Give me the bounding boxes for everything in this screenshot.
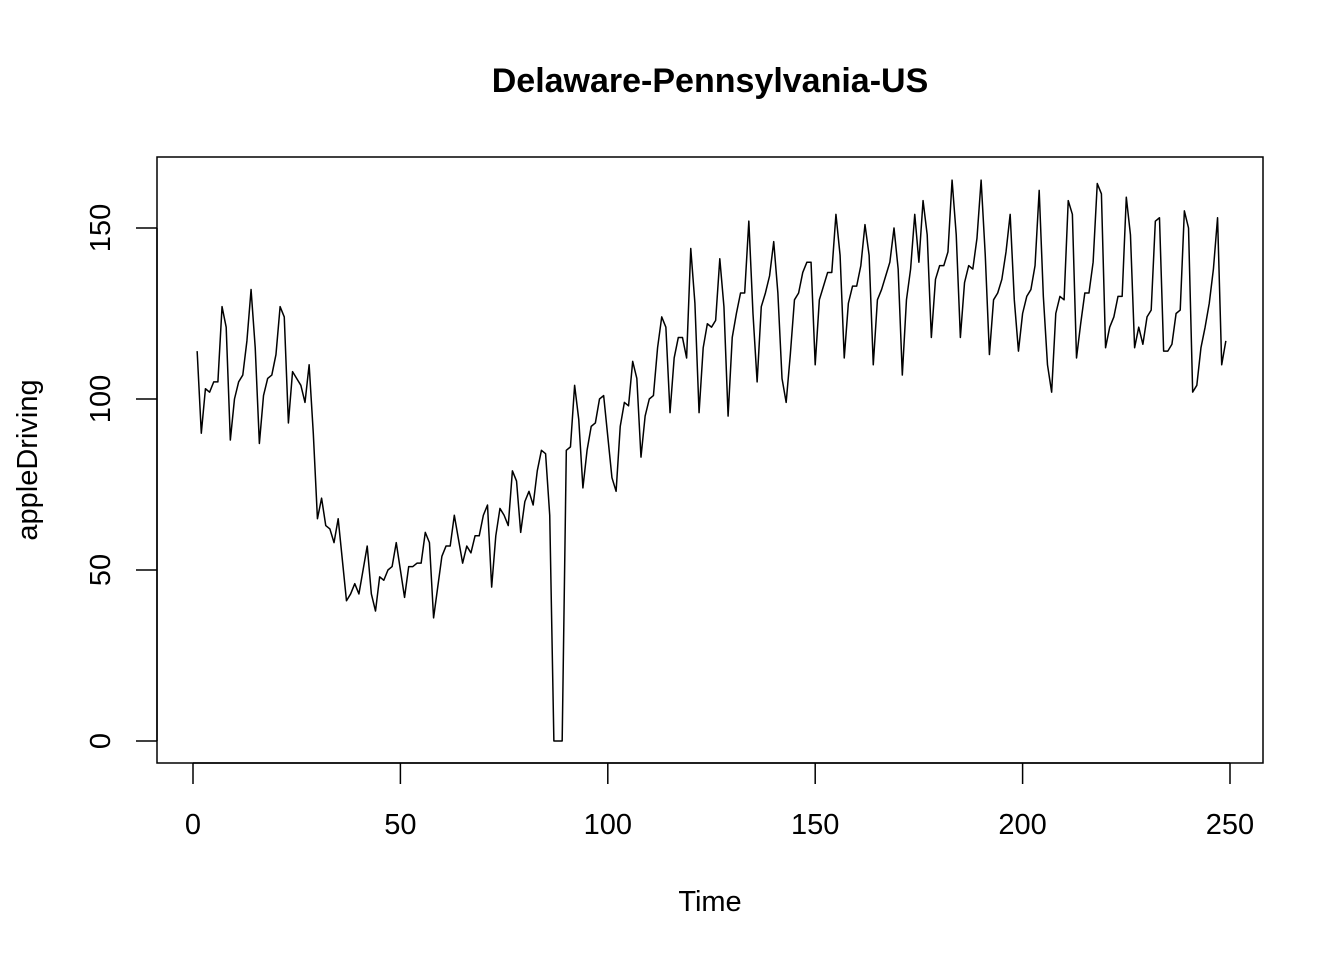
plot-frame [156,156,1264,764]
x-axis-label: Time [678,886,741,918]
x-tick-label: 50 [384,809,416,841]
x-tick-label: 0 [185,809,201,841]
y-tick-label: 0 [85,733,117,749]
chart-title: Delaware-Pennsylvania-US [492,62,929,100]
x-tick-label: 100 [584,809,632,841]
y-tick-label: 100 [85,375,117,423]
y-tick-label: 50 [85,554,117,586]
y-tick-label: 150 [85,204,117,252]
x-axis: 0 50 100 150 200 250 [185,762,1254,841]
series-line [196,179,1227,742]
y-axis: 0 50 100 150 [85,204,158,749]
x-tick-label: 150 [791,809,839,841]
y-axis-label: appleDriving [12,379,44,540]
x-tick-label: 250 [1206,809,1254,841]
x-tick-label: 200 [998,809,1046,841]
